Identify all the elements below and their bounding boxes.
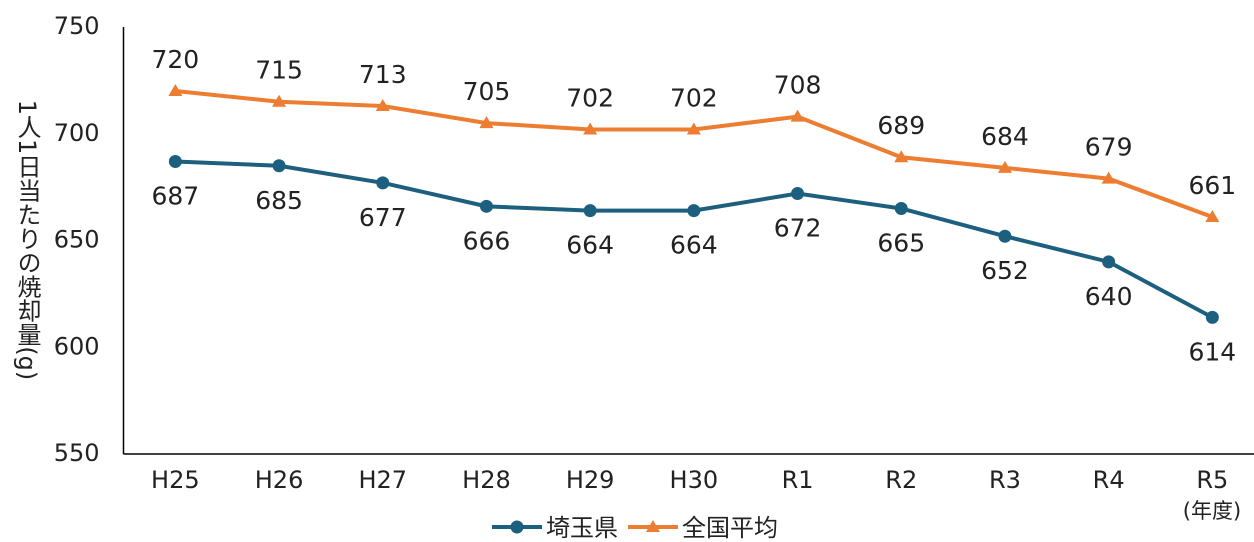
data-label: 684	[981, 122, 1029, 151]
x-tick-label: H25	[151, 466, 200, 494]
point	[375, 98, 390, 111]
data-label: 689	[877, 111, 925, 140]
data-label: 715	[255, 56, 303, 85]
y-tick-label: 600	[54, 332, 100, 360]
x-tick-label: R3	[989, 466, 1021, 494]
y-tick-label: 700	[54, 119, 100, 147]
data-label: 702	[670, 83, 718, 112]
data-label: 672	[774, 214, 822, 243]
point	[1101, 171, 1116, 184]
legend-marker	[646, 520, 660, 532]
y-axis-label: 1人1日当たりの焼却量(g)	[13, 100, 41, 381]
point	[1205, 310, 1219, 324]
point	[894, 150, 909, 163]
data-label: 652	[981, 256, 1029, 285]
data-label: 720	[151, 45, 199, 74]
data-label: 679	[1085, 133, 1133, 162]
point	[998, 229, 1012, 243]
x-tick-label: H28	[462, 466, 511, 494]
data-label: 677	[359, 203, 407, 232]
data-label: 705	[463, 77, 511, 106]
legend-label: 全国平均	[682, 514, 778, 542]
x-tick-label: H30	[670, 466, 719, 494]
y-tick-label: 650	[54, 226, 100, 254]
point	[894, 201, 908, 215]
data-label: 665	[877, 228, 925, 257]
point	[1102, 255, 1116, 269]
data-label: 666	[463, 226, 511, 255]
point	[272, 159, 286, 173]
point	[791, 187, 805, 201]
data-label: 614	[1188, 337, 1236, 366]
point	[479, 199, 493, 213]
point	[687, 204, 701, 218]
x-tick-label: R5	[1196, 466, 1228, 494]
data-label: 713	[359, 60, 407, 89]
point	[168, 84, 183, 97]
x-tick-label: R4	[1093, 466, 1125, 494]
legend-marker	[510, 520, 524, 534]
y-tick-label: 750	[54, 12, 100, 40]
point	[168, 155, 182, 169]
x-tick-label: R2	[885, 466, 917, 494]
data-label: 702	[566, 83, 614, 112]
point	[686, 122, 701, 135]
x-tick-label: H29	[566, 466, 615, 494]
point	[790, 109, 805, 122]
data-label: 640	[1085, 282, 1133, 311]
data-label: 661	[1188, 171, 1236, 200]
data-label: 687	[151, 182, 199, 211]
legend-label: 埼玉県	[546, 514, 618, 542]
point	[583, 204, 597, 218]
y-tick-label: 550	[54, 439, 100, 467]
point	[479, 116, 494, 129]
x-tick-label: H27	[358, 466, 407, 494]
x-tick-label: H26	[255, 466, 304, 494]
data-label: 664	[670, 231, 718, 260]
data-label: 708	[774, 71, 822, 100]
point	[997, 160, 1012, 173]
point	[376, 176, 390, 190]
x-tick-label: R1	[782, 466, 814, 494]
x-axis-annotation: (年度)	[1183, 499, 1241, 523]
point	[583, 122, 598, 135]
point	[272, 94, 287, 107]
data-label: 685	[255, 186, 303, 215]
data-label: 664	[566, 231, 614, 260]
point	[1205, 210, 1220, 223]
